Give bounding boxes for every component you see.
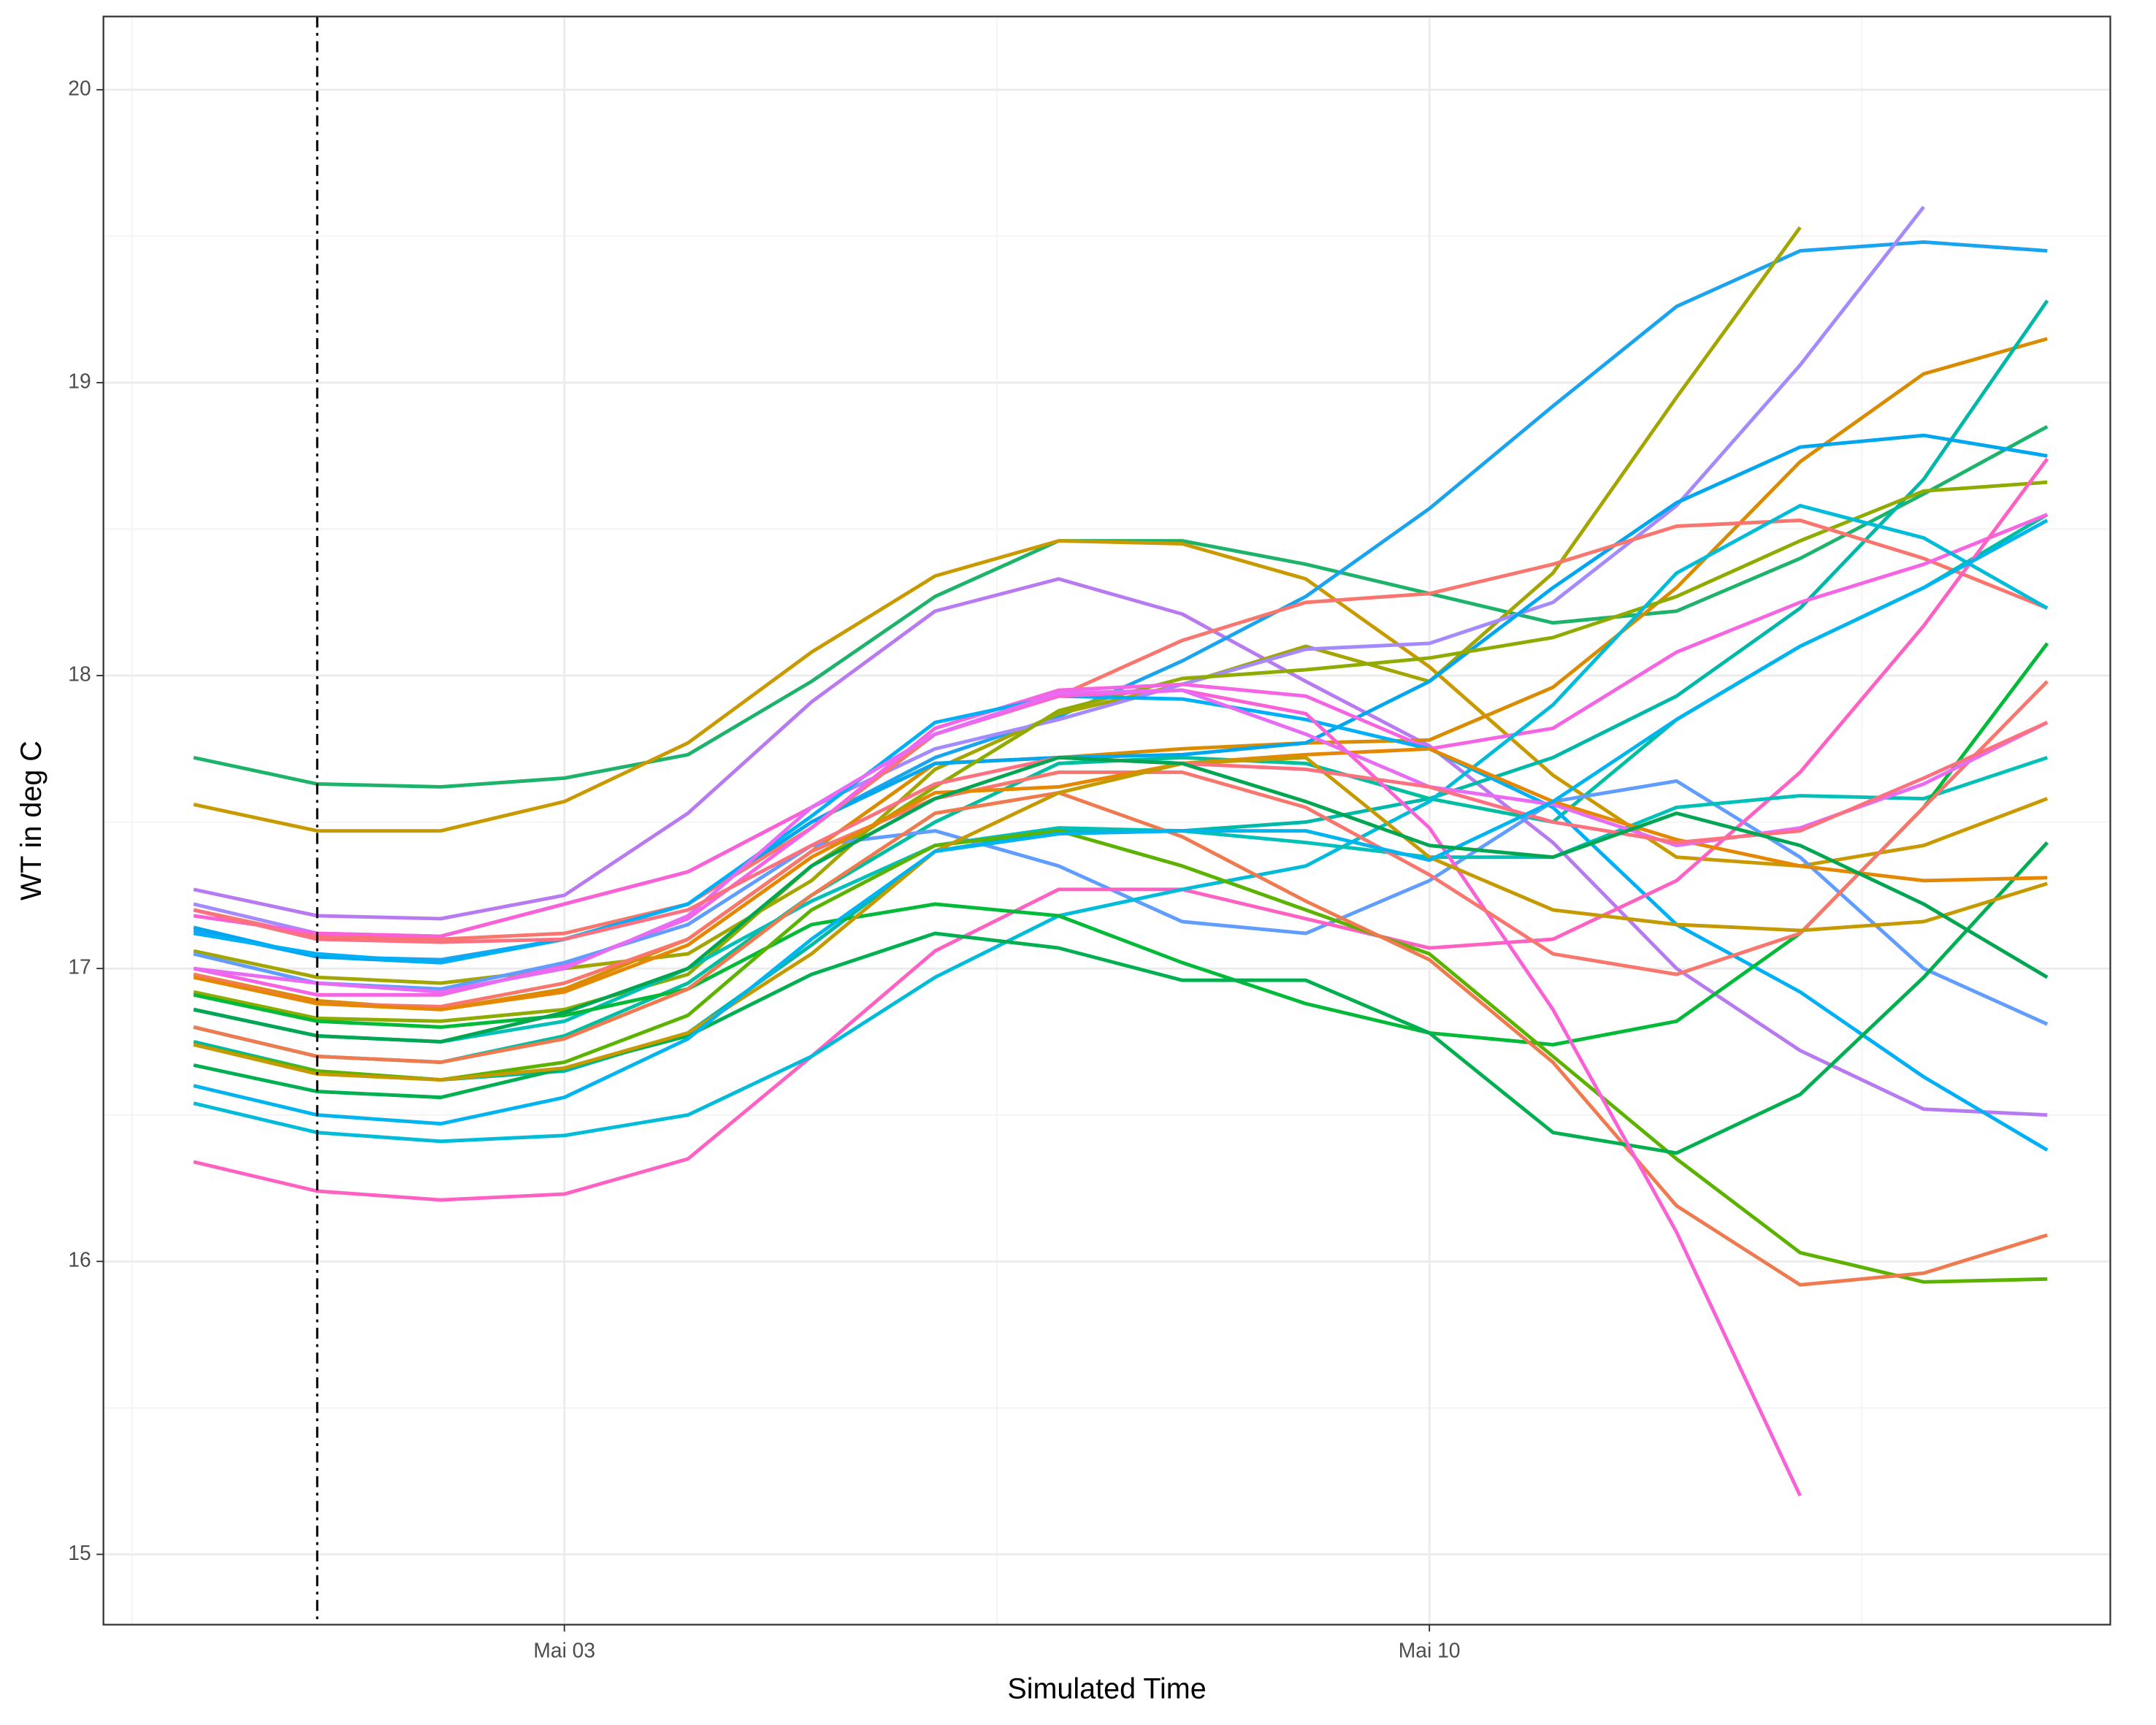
- series-line: [193, 226, 1802, 985]
- x-tick-label: Mai 03: [533, 1639, 595, 1662]
- y-tick-label: 19: [68, 369, 91, 392]
- y-tick-label: 17: [68, 955, 91, 979]
- series-line: [193, 642, 2049, 1047]
- series-line: [193, 791, 2048, 1287]
- series-line: [193, 457, 2049, 1202]
- series-line: [193, 539, 2049, 868]
- plot-background: [103, 16, 2111, 1625]
- y-tick-label: 20: [68, 76, 91, 99]
- y-axis-title: WT in deg C: [15, 741, 47, 900]
- y-tick-label: 16: [68, 1248, 91, 1271]
- x-tick-label: Mai 10: [1399, 1639, 1461, 1662]
- series-line: [193, 841, 2049, 1155]
- series-line: [193, 519, 2049, 1126]
- series-line: [193, 779, 2049, 1026]
- series-line: [193, 756, 2048, 1044]
- series-line: [193, 755, 2048, 1082]
- x-axis-title: Simulated Time: [1007, 1672, 1206, 1705]
- series-line: [193, 829, 2048, 1284]
- series-line: [193, 503, 2049, 1144]
- series-line: [193, 519, 2049, 941]
- series-line: [193, 577, 2048, 1117]
- y-tick-label: 18: [68, 662, 91, 686]
- plot-border: [102, 15, 2111, 1626]
- series-line: [193, 694, 2049, 1152]
- series-line: [193, 746, 2048, 1011]
- y-tick-label: 15: [68, 1541, 91, 1564]
- series-line: [193, 755, 2049, 1044]
- series-line: [193, 680, 2049, 1009]
